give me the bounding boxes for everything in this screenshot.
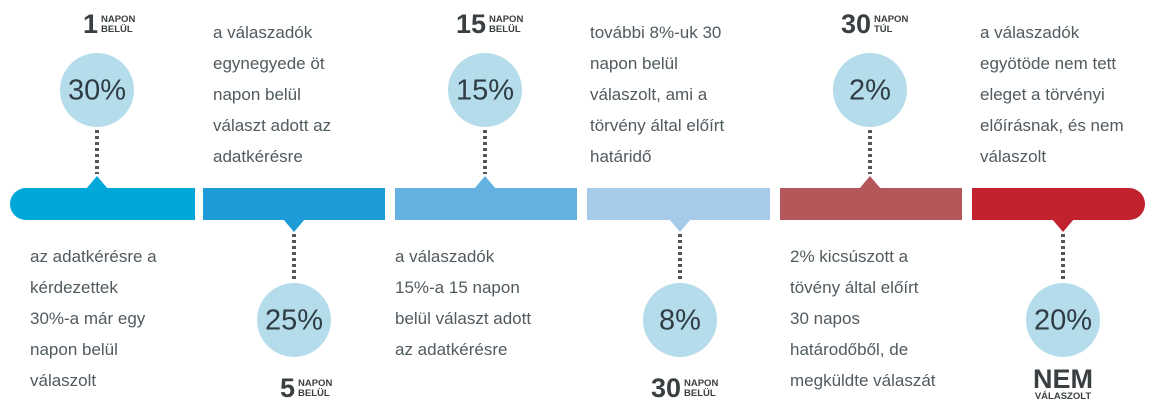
description-line: további 8%-uk 30 <box>590 23 721 42</box>
pointer <box>283 219 305 232</box>
description-line: eleget a törvényi <box>980 85 1105 104</box>
description-line: kérdezettek <box>30 278 118 297</box>
percent-value: 2% <box>849 75 891 107</box>
label-unit: BELÜL <box>101 24 133 35</box>
pointer <box>474 176 496 189</box>
label-number: 15 <box>456 9 486 39</box>
description-line: 30 napos <box>790 309 860 328</box>
label-unit: NAPON <box>874 14 908 25</box>
label-unit: BELÜL <box>489 24 521 35</box>
description-line: előírásnak, és nem <box>980 116 1124 135</box>
bar-segment <box>10 188 195 220</box>
label-number: 30 <box>651 373 681 403</box>
description-line: belül választ adott <box>395 309 531 328</box>
percent-circle <box>257 283 331 357</box>
description-line: a válaszadók <box>213 23 313 42</box>
description-line: a válaszadók <box>980 23 1080 42</box>
label-number: 30 <box>841 9 871 39</box>
bar-segment <box>587 188 770 220</box>
label-unit: TÚL <box>874 23 893 35</box>
label-unit: BELÜL <box>684 388 716 399</box>
description-line: válaszolt, ami a <box>590 85 708 104</box>
label-number: NEM <box>1033 364 1093 394</box>
label-unit: NAPON <box>489 14 523 25</box>
label-unit: VÁLASZOLT <box>1035 391 1091 402</box>
label-unit: NAPON <box>684 378 718 389</box>
description-line: határodőből, de <box>790 340 908 359</box>
description-line: egyötöde nem tett <box>980 54 1116 73</box>
description-line: megküldte válaszát <box>790 371 936 390</box>
description-line: tövény által előírt <box>790 278 919 297</box>
description-line: 2% kicsúszott a <box>790 247 909 266</box>
description-line: egynegyede öt <box>213 54 325 73</box>
description-line: az adatkérésre a <box>30 247 157 266</box>
description-line: választ adott az <box>213 116 331 135</box>
bar-segment <box>780 188 962 220</box>
percent-value: 15% <box>456 75 514 107</box>
bar-segment <box>972 188 1145 220</box>
percent-circle <box>1026 283 1100 357</box>
pointer <box>859 176 881 189</box>
description-line: napon belül <box>213 85 301 104</box>
percent-circle <box>833 53 907 127</box>
description-line: napon belül <box>30 340 118 359</box>
pointer <box>86 176 108 189</box>
label-unit: NAPON <box>298 378 332 389</box>
bar-segment <box>395 188 577 220</box>
percent-value: 8% <box>659 305 701 337</box>
description-line: az adatkérésre <box>395 340 507 359</box>
description-line: 30%-a már egy <box>30 309 146 328</box>
percent-value: 30% <box>68 75 126 107</box>
label-number: 1 <box>83 9 98 39</box>
percent-circle <box>643 283 717 357</box>
description-line: válaszolt <box>30 371 96 390</box>
label-unit: NAPON <box>101 14 135 25</box>
percent-circle <box>448 53 522 127</box>
description-line: határidő <box>590 147 651 166</box>
bar-segment <box>203 188 385 220</box>
label-number: 5 <box>280 373 295 403</box>
description-line: törvény által előírt <box>590 116 724 135</box>
description-line: válaszolt <box>980 147 1046 166</box>
pointer <box>669 219 691 232</box>
percent-value: 25% <box>265 305 323 337</box>
description-line: adatkérésre <box>213 147 303 166</box>
description-line: a válaszadók <box>395 247 495 266</box>
label-unit: BELÜL <box>298 388 330 399</box>
description-line: napon belül <box>590 54 678 73</box>
percent-circle <box>60 53 134 127</box>
percent-value: 20% <box>1034 305 1092 337</box>
description-line: 15%-a 15 napon <box>395 278 520 297</box>
pointer <box>1052 219 1074 232</box>
